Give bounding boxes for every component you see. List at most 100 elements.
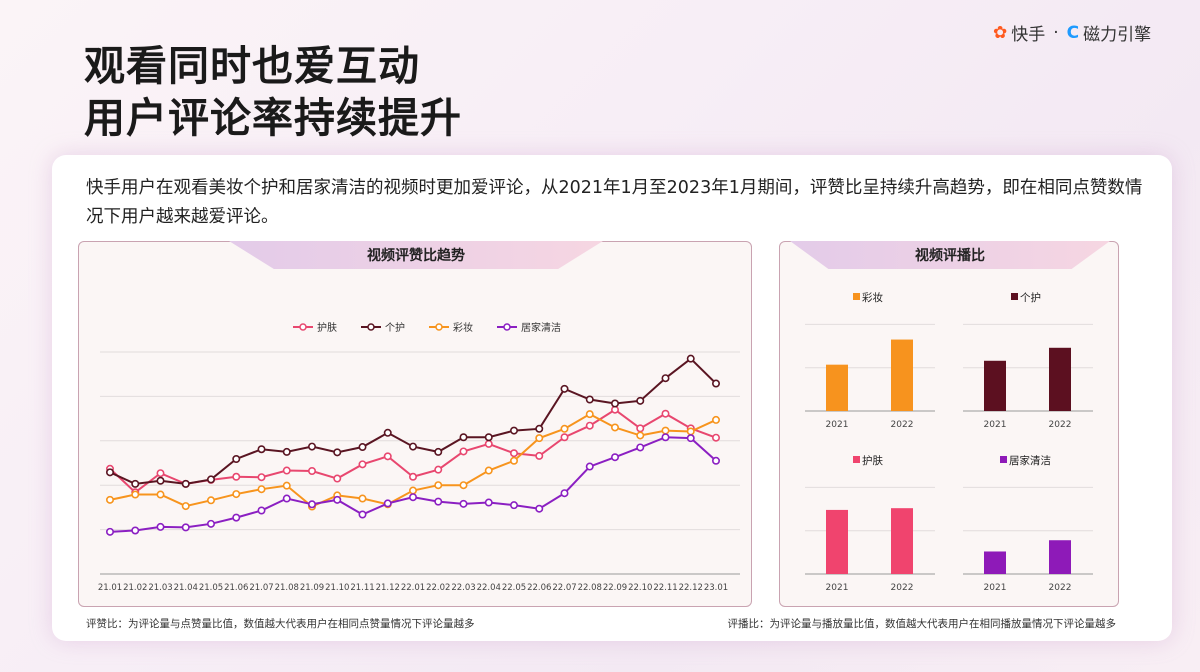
- bar-x-tick-label: 2021: [984, 420, 1007, 430]
- kuaishou-logo-text: 快手: [1011, 25, 1046, 45]
- data-point: [686, 427, 695, 436]
- bar: [891, 508, 913, 574]
- data-point: [408, 493, 417, 502]
- data-point: [106, 495, 115, 504]
- brand-logo: ✿ 快手 · C 磁力引擎: [993, 20, 1152, 46]
- data-point: [711, 415, 720, 424]
- cili-icon: C: [1066, 22, 1080, 43]
- data-point: [636, 431, 645, 440]
- data-point: [661, 409, 670, 418]
- data-point: [307, 466, 316, 475]
- x-tick-label: 21.01: [98, 583, 122, 593]
- line-chart-panel: 视频评赞比趋势: [78, 241, 752, 607]
- data-point: [459, 433, 468, 442]
- logo-separator: ·: [1053, 22, 1059, 43]
- data-point: [610, 423, 619, 432]
- data-point: [383, 499, 392, 508]
- data-point: [610, 399, 619, 408]
- bar-x-tick-label: 2022: [891, 420, 914, 430]
- data-point: [610, 453, 619, 462]
- x-tick-label: 23.01: [704, 583, 728, 593]
- data-point: [535, 504, 544, 513]
- data-point: [509, 456, 518, 465]
- bar-legend-label: 个护: [1020, 291, 1041, 304]
- data-point: [156, 469, 165, 478]
- x-tick-label: 21.10: [325, 583, 349, 593]
- data-point: [711, 433, 720, 442]
- data-point: [484, 433, 493, 442]
- data-point: [156, 490, 165, 499]
- page-title-line2: 用户评论率持续提升: [84, 94, 462, 142]
- data-point: [106, 527, 115, 536]
- data-point: [383, 452, 392, 461]
- bar: [891, 339, 913, 411]
- data-point: [585, 410, 594, 419]
- data-point: [560, 384, 569, 393]
- x-tick-label: 22.01: [401, 583, 425, 593]
- x-tick-label: 21.05: [199, 583, 223, 593]
- data-point: [661, 433, 670, 442]
- cili-logo-text: 磁力引擎: [1083, 25, 1152, 45]
- bar-x-tick-label: 2021: [984, 583, 1007, 593]
- data-point: [711, 456, 720, 465]
- data-point: [257, 473, 266, 482]
- line-chart-title: 视频评赞比趋势: [229, 241, 603, 269]
- legend-label: 个护: [385, 321, 405, 334]
- data-point: [408, 472, 417, 481]
- x-tick-label: 21.02: [123, 583, 147, 593]
- bar-chart-title: 视频评播比: [790, 241, 1110, 269]
- x-tick-label: 22.03: [451, 583, 475, 593]
- bar-x-tick-label: 2022: [1049, 420, 1072, 430]
- data-point: [535, 434, 544, 443]
- bar-x-tick-label: 2022: [891, 583, 914, 593]
- data-point: [156, 522, 165, 531]
- data-point: [408, 486, 417, 495]
- legend-marker: [367, 323, 375, 331]
- data-point: [307, 442, 316, 451]
- data-point: [232, 490, 241, 499]
- data-point: [585, 421, 594, 430]
- data-point: [282, 447, 291, 456]
- data-point: [636, 424, 645, 433]
- data-point: [434, 447, 443, 456]
- data-point: [257, 485, 266, 494]
- data-point: [661, 374, 670, 383]
- data-point: [509, 449, 518, 458]
- bar: [984, 360, 1006, 411]
- data-point: [358, 460, 367, 469]
- x-tick-label: 21.03: [148, 583, 172, 593]
- data-point: [181, 502, 190, 511]
- data-point: [383, 428, 392, 437]
- data-point: [560, 424, 569, 433]
- x-tick-label: 22.02: [426, 583, 450, 593]
- series-line: [109, 357, 717, 485]
- x-tick-label: 21.12: [376, 583, 400, 593]
- data-point: [484, 498, 493, 507]
- x-tick-label: 21.08: [275, 583, 299, 593]
- data-point: [358, 510, 367, 519]
- data-point: [358, 443, 367, 452]
- data-point: [560, 433, 569, 442]
- legend-label: 护肤: [317, 321, 337, 334]
- bar-x-tick-label: 2021: [826, 420, 849, 430]
- data-point: [434, 481, 443, 490]
- data-point: [459, 499, 468, 508]
- x-tick-label: 21.06: [224, 583, 248, 593]
- data-point: [686, 434, 695, 443]
- data-point: [686, 354, 695, 363]
- bar-legend-swatch: [853, 456, 860, 463]
- data-point: [333, 495, 342, 504]
- legend-label: 彩妆: [453, 321, 473, 334]
- data-point: [636, 443, 645, 452]
- x-tick-label: 22.05: [502, 583, 526, 593]
- bar: [826, 509, 848, 574]
- right-footnote: 评播比：为评论量与播放量比值，数值越大代表用户在相同播放量情况下评论量越多: [727, 618, 1117, 630]
- legend-marker: [435, 323, 443, 331]
- data-point: [459, 481, 468, 490]
- data-point: [131, 490, 140, 499]
- data-point: [282, 481, 291, 490]
- bar-legend-swatch: [1000, 456, 1007, 463]
- data-point: [358, 494, 367, 503]
- bar-legend-swatch: [1011, 293, 1018, 300]
